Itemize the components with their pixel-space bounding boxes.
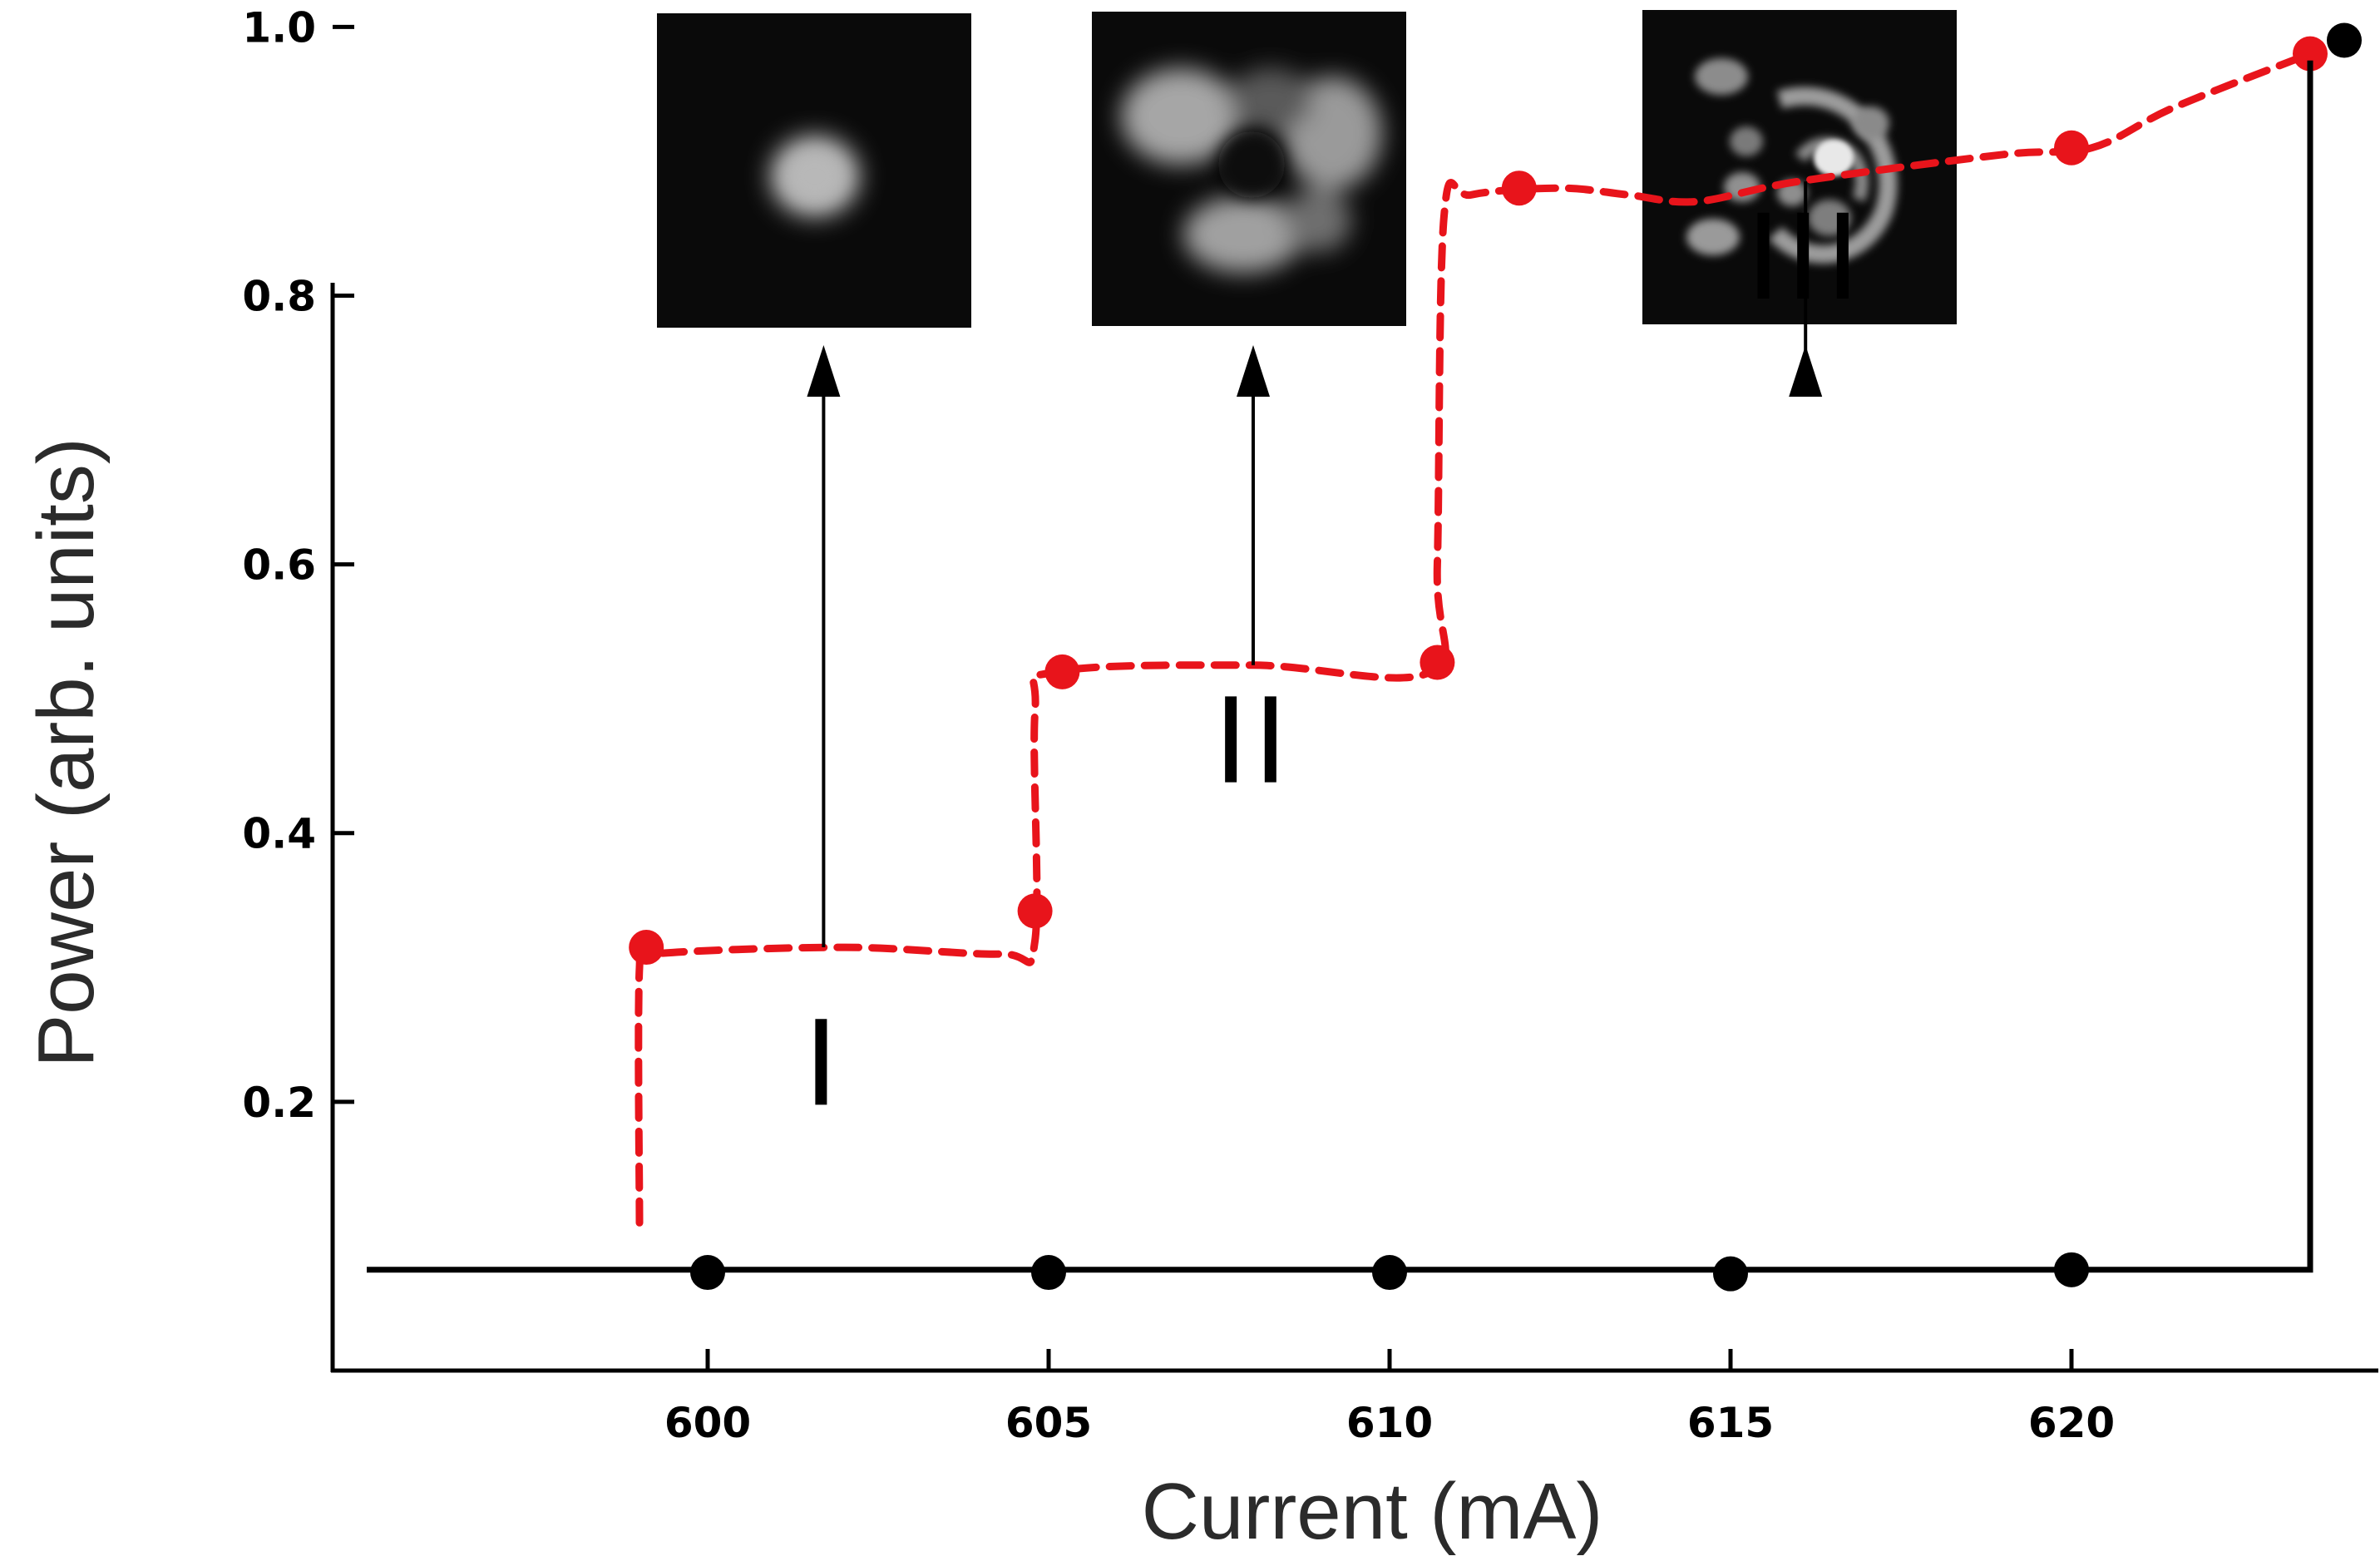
axes: [330, 283, 2378, 1373]
data-point: [1044, 654, 1080, 689]
data-point: [2054, 130, 2089, 165]
annotation-arrow-head: [1789, 345, 1823, 397]
x-tick-label: 620: [2028, 1399, 2115, 1447]
series-layer: [367, 22, 2362, 1292]
data-point: [1420, 645, 1455, 680]
x-tick-label: 600: [664, 1399, 751, 1447]
data-point: [1372, 1255, 1407, 1291]
y-axis-title: Power (arb. units): [22, 437, 111, 1068]
mode-image-ii: [1092, 12, 1406, 326]
series-0: [629, 36, 2328, 1227]
annotation-label: III: [1746, 185, 1865, 325]
mode-image-i: [657, 13, 971, 328]
series-line: [367, 60, 2313, 1273]
y-tick-label: 0.4: [242, 810, 316, 858]
annotation-arrow-head: [807, 345, 841, 397]
annotation-arrow-head: [1237, 345, 1270, 397]
x-axis-title: Current (mA): [1142, 1467, 1603, 1556]
annotation-label: II: [1213, 669, 1292, 809]
y-tick-label: 1.0: [242, 3, 316, 52]
data-point: [1017, 893, 1053, 929]
x-tick-label: 615: [1687, 1399, 1774, 1447]
annotation-label: I: [804, 991, 844, 1131]
series-1: [367, 22, 2362, 1292]
data-point: [2293, 36, 2328, 72]
y-tick-label: 0.8: [242, 272, 316, 320]
x-ticks: 600 605 610 615 620: [664, 1349, 2115, 1447]
data-point: [1713, 1256, 1748, 1292]
data-point: [1501, 170, 1537, 206]
data-point: [2054, 1252, 2089, 1287]
x-tick-label: 605: [1005, 1399, 1092, 1447]
series-line: [630, 50, 2314, 1227]
data-point: [1031, 1255, 1066, 1291]
data-point: [629, 930, 664, 966]
y-ticks: 0.2 0.4 0.6 0.8 1.0: [242, 3, 354, 1127]
y-tick-label: 0.6: [242, 541, 316, 590]
data-point: [690, 1255, 725, 1291]
data-point: [2327, 22, 2362, 58]
x-tick-label: 610: [1346, 1399, 1433, 1447]
y-tick-label: 0.2: [242, 1079, 316, 1127]
